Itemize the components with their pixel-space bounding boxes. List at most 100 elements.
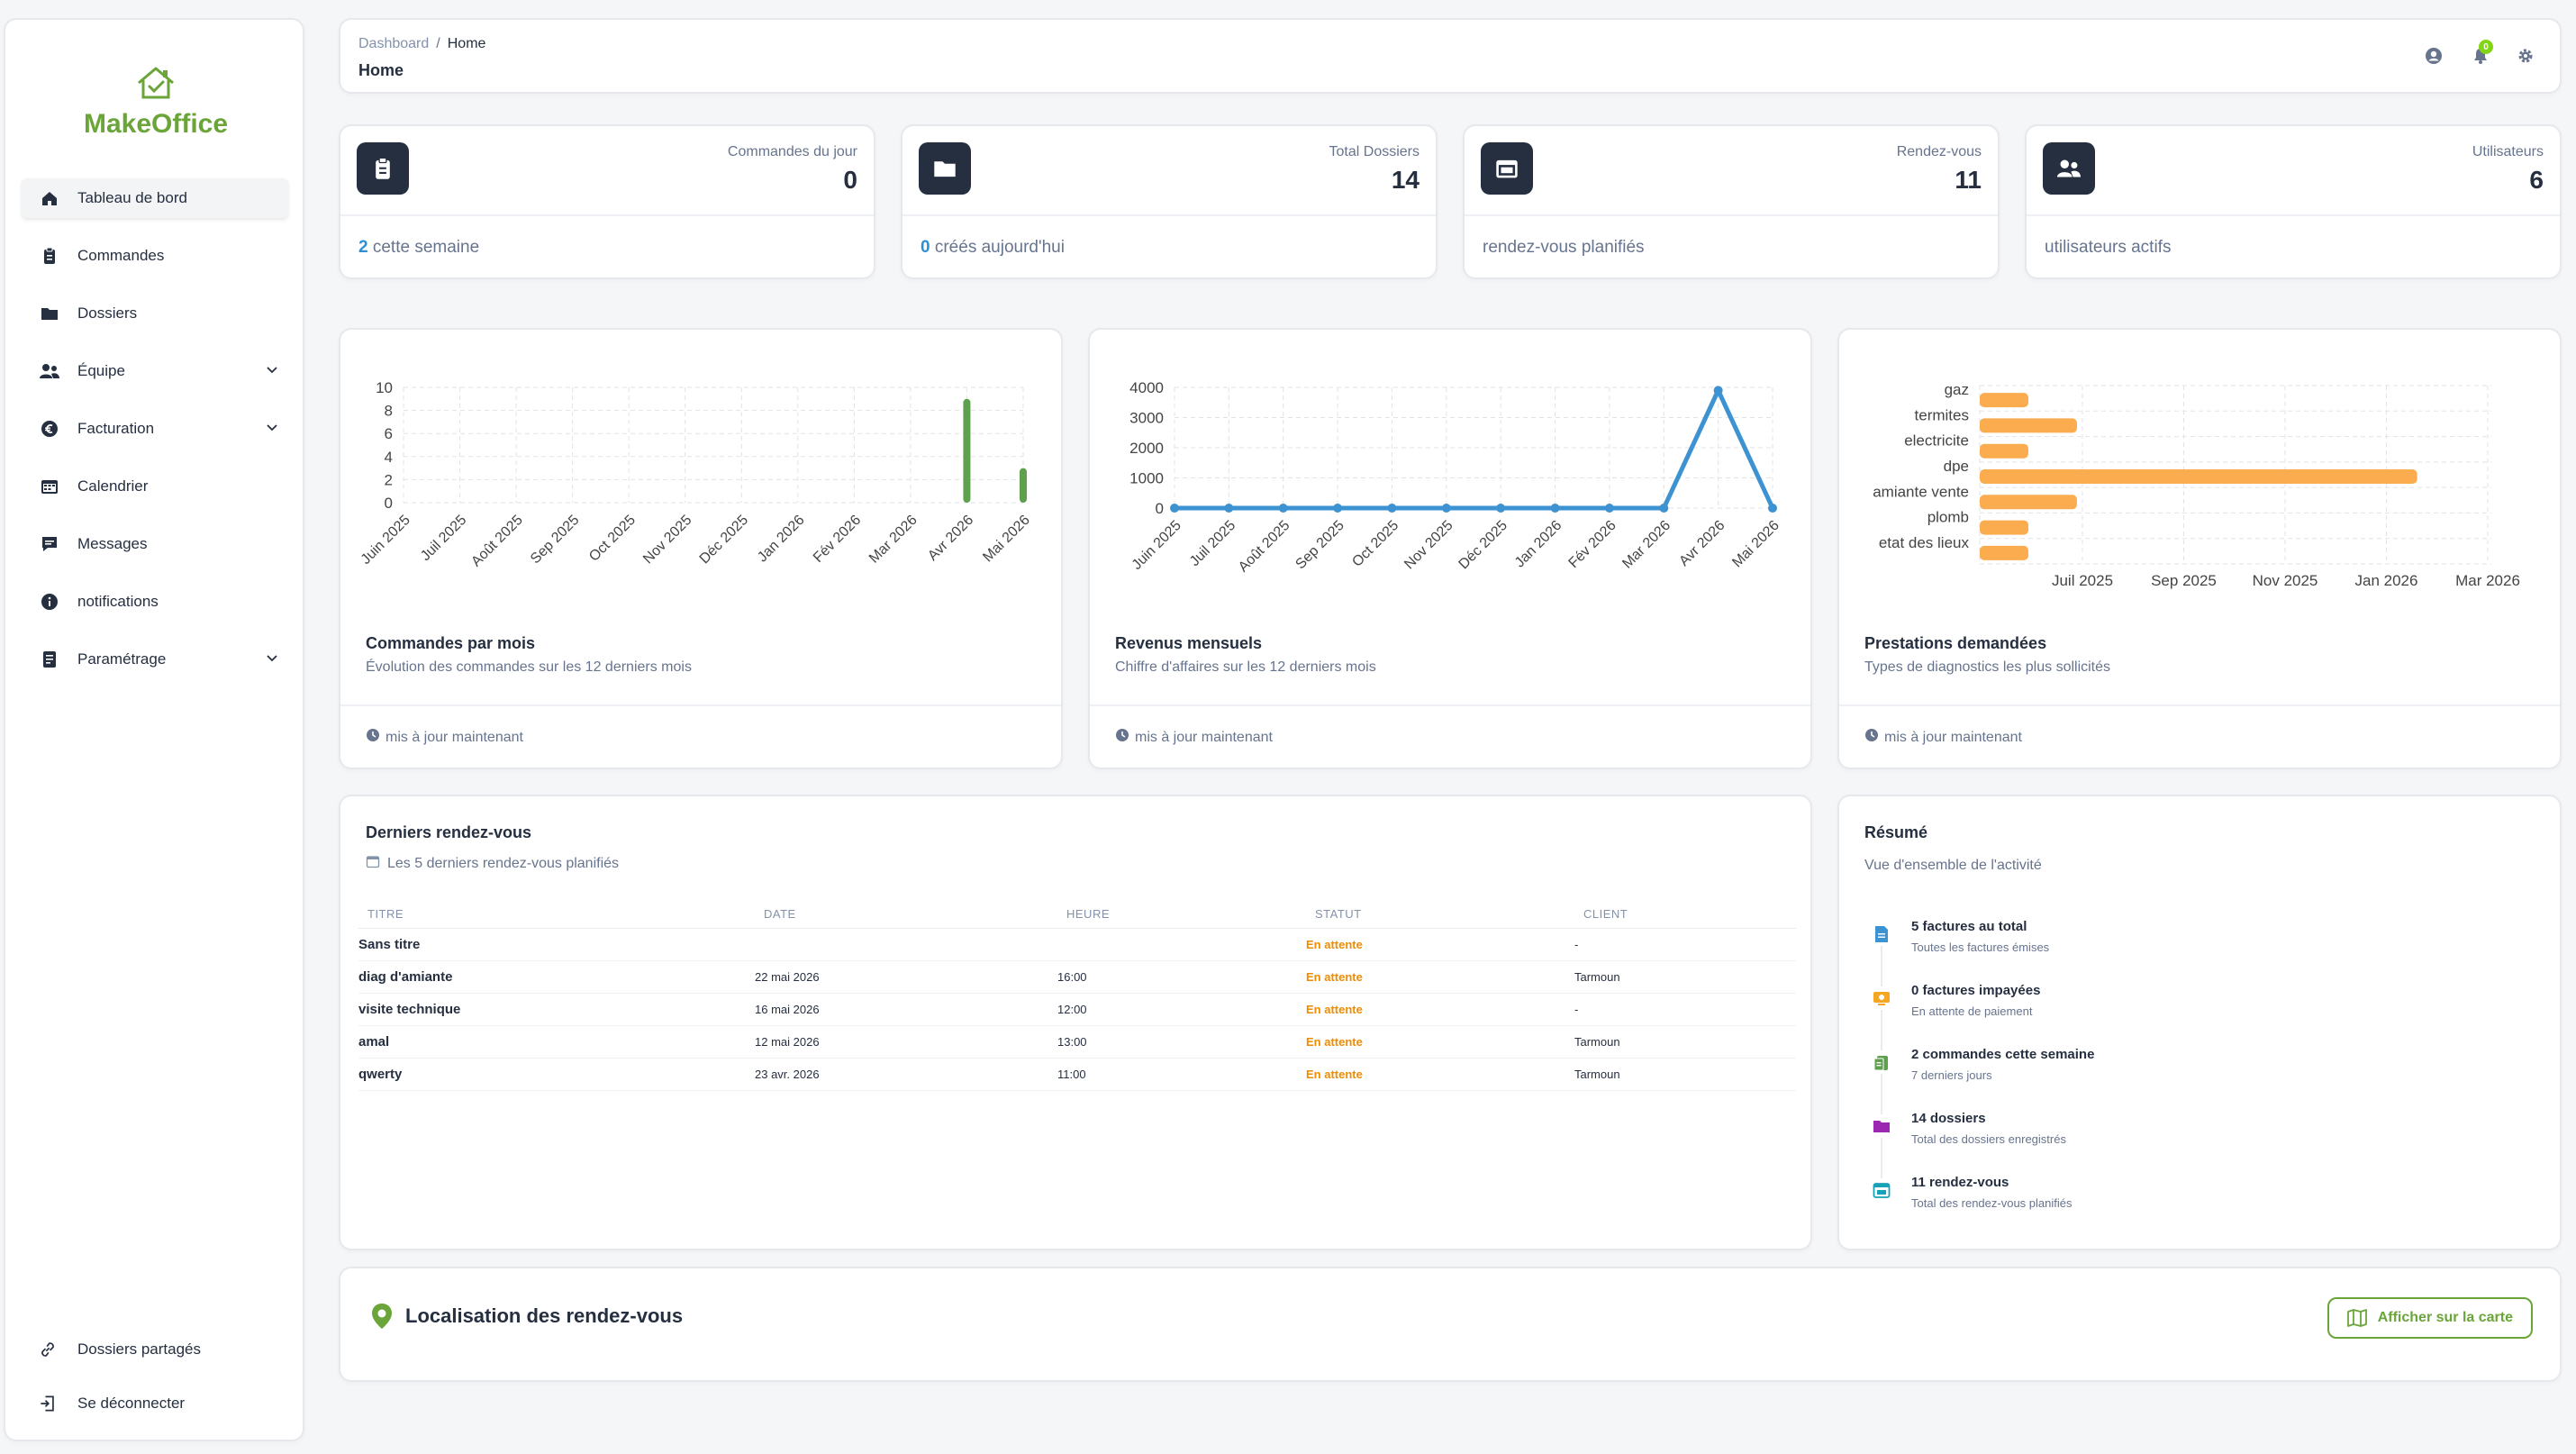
sidebar-item-equipe[interactable]: Équipe (22, 351, 288, 391)
cell-titre: amal (358, 1025, 755, 1059)
bar (1980, 443, 2028, 459)
column-header[interactable]: DATE (755, 901, 1057, 929)
y-tick-label: termites (1915, 406, 1969, 423)
y-tick-label: 4 (385, 449, 393, 466)
clipboard-icon (40, 246, 59, 266)
y-tick-label: 2000 (1129, 440, 1164, 457)
divider (1090, 704, 1810, 706)
sidebar-item-calendrier[interactable]: Calendrier (22, 467, 288, 506)
info-icon (40, 592, 59, 612)
user-account-icon[interactable] (2423, 45, 2444, 67)
x-tick-label: Juil 2025 (2052, 572, 2113, 589)
stat-label: Total Dossiers (1329, 144, 1420, 159)
logout-button[interactable]: Se déconnecter (38, 1386, 185, 1422)
calendar-icon (1870, 1178, 1893, 1202)
euro-icon (40, 419, 59, 439)
brand-logo[interactable]: MakeOffice (5, 65, 306, 140)
bar (1980, 418, 2077, 433)
sidebar-item-label: Dossiers (77, 304, 138, 322)
y-tick-label: 10 (376, 379, 393, 396)
section-title: Résumé (1864, 823, 1928, 841)
status-badge: En attente (1306, 928, 1574, 961)
x-tick-label: Nov 2025 (2253, 572, 2318, 589)
document-icon (40, 650, 59, 669)
column-header[interactable]: STATUT (1306, 901, 1574, 929)
data-point (1713, 386, 1723, 395)
section-title: Derniers rendez-vous (366, 823, 532, 841)
summary-card: Résumé Vue d'ensemble de l'activité 5 fa… (1837, 795, 2562, 1250)
clock-icon (366, 728, 380, 747)
x-tick-label: Oct 2025 (586, 513, 639, 565)
table-row[interactable]: amal 12 mai 2026 13:00 En attente Tarmou… (358, 1025, 1796, 1059)
stat-value: 0 (843, 166, 857, 194)
column-header[interactable]: CLIENT (1574, 901, 1796, 929)
x-tick-label: Août 2025 (1236, 518, 1293, 576)
column-header[interactable]: TITRE (358, 901, 755, 929)
stat-footer: 0 créés aujourd'hui (921, 238, 1065, 257)
sidebar-item-messages[interactable]: Messages (22, 524, 288, 564)
sidebar-item-commandes[interactable]: Commandes (22, 236, 288, 276)
x-tick-label: Fév 2026 (1566, 518, 1619, 571)
data-point (1659, 504, 1669, 513)
map-pin-icon (371, 1303, 393, 1334)
cell-heure: 12:00 (1057, 993, 1306, 1026)
sidebar-item-dossiers[interactable]: Dossiers (22, 294, 288, 333)
data-point (1496, 504, 1506, 513)
sidebar: MakeOffice Tableau de bord Commandes Dos… (4, 18, 304, 1441)
chart-subtitle: Types de diagnostics les plus sollicités (1864, 659, 2111, 675)
sidebar-item-parametrage[interactable]: Paramétrage (22, 640, 288, 679)
bar (1980, 495, 2077, 510)
bell-icon[interactable]: 0 (2470, 40, 2493, 67)
cell-client: Tarmoun (1574, 1058, 1796, 1091)
stat-card-rendez-vous: Rendez-vous 11 rendez-vous planifiés (1463, 124, 2000, 279)
stat-card-dossiers: Total Dossiers 14 0 créés aujourd'hui (901, 124, 1438, 279)
y-tick-label: 8 (385, 403, 393, 420)
bar (1980, 520, 2028, 535)
x-tick-label: Juin 2025 (1129, 518, 1184, 573)
x-tick-label: Juin 2025 (358, 513, 413, 568)
data-point (1768, 504, 1777, 513)
cell-client: - (1574, 928, 1796, 961)
sidebar-item-facturation[interactable]: Facturation (22, 409, 288, 449)
chart-subtitle: Chiffre d'affaires sur les 12 derniers m… (1115, 659, 1376, 675)
status-badge: En attente (1306, 1025, 1574, 1059)
table-row[interactable]: diag d'amiante 22 mai 2026 16:00 En atte… (358, 960, 1796, 994)
cell-heure: 16:00 (1057, 960, 1306, 994)
status-badge: En attente (1306, 1058, 1574, 1091)
table-row[interactable]: visite technique 16 mai 2026 12:00 En at… (358, 993, 1796, 1026)
status-badge: En attente (1306, 993, 1574, 1026)
gear-icon[interactable] (2515, 45, 2536, 67)
breadcrumb-link-dashboard[interactable]: Dashboard (358, 36, 430, 51)
column-header[interactable]: HEURE (1057, 901, 1306, 929)
show-map-button[interactable]: Afficher sur la carte (2327, 1297, 2533, 1339)
sidebar-item-dossiers-partages[interactable]: Dossiers partagés (38, 1331, 201, 1368)
calendar-icon (366, 854, 380, 873)
chevron-down-icon[interactable] (265, 362, 279, 381)
x-tick-label: Mai 2026 (1729, 518, 1782, 571)
y-tick-label: dpe (1944, 458, 1969, 475)
chart-title: Commandes par mois (366, 634, 536, 652)
data-point (1441, 504, 1451, 513)
sidebar-item-label: Dossiers partagés (77, 1340, 202, 1358)
y-tick-label: 3000 (1129, 410, 1164, 427)
chevron-down-icon[interactable] (265, 420, 279, 439)
stat-card-utilisateurs: Utilisateurs 6 utilisateurs actifs (2025, 124, 2562, 279)
y-tick-label: gaz (1945, 381, 1969, 398)
cell-titre: Sans titre (358, 928, 755, 961)
stat-value: 6 (2529, 166, 2544, 194)
sidebar-item-label: Tableau de bord (77, 189, 187, 206)
sidebar-item-tableau-de-bord[interactable]: Tableau de bord (22, 178, 288, 218)
bar (963, 398, 971, 503)
sidebar-item-label: Se déconnecter (77, 1395, 186, 1412)
x-tick-label: Sep 2025 (2151, 572, 2217, 589)
table-row[interactable]: qwerty 23 avr. 2026 11:00 En attente Tar… (358, 1058, 1796, 1091)
home-icon (40, 188, 59, 208)
y-tick-label: plomb (1927, 509, 1969, 526)
chevron-down-icon[interactable] (265, 650, 279, 669)
sidebar-item-notifications[interactable]: notifications (22, 582, 288, 622)
cell-date: 23 avr. 2026 (755, 1058, 1057, 1091)
x-tick-label: Jan 2026 (755, 513, 808, 566)
cell-date: 12 mai 2026 (755, 1025, 1057, 1059)
calendar-icon (40, 477, 59, 496)
table-row[interactable]: Sans titre En attente - (358, 928, 1796, 961)
